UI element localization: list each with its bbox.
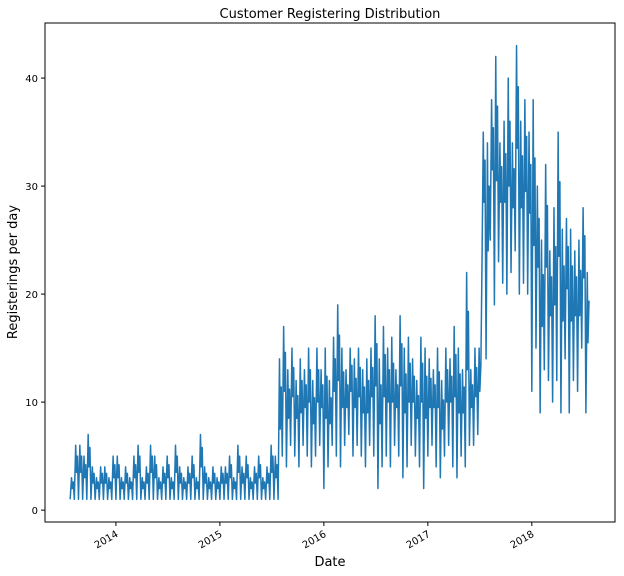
series-line-registerings xyxy=(69,44,590,501)
x-tick-label: 2018 xyxy=(509,529,537,551)
x-axis-label: Date xyxy=(314,555,345,570)
y-tick-label: 0 xyxy=(32,506,38,517)
x-tick-label: 2016 xyxy=(301,529,329,551)
x-tick-label: 2015 xyxy=(197,529,225,551)
y-tick-label: 40 xyxy=(25,74,38,85)
x-axis: 2014 2015 2016 2017 2018 xyxy=(93,522,536,551)
y-tick-label: 20 xyxy=(25,290,38,301)
chart-title: Customer Registering Distribution xyxy=(220,7,441,22)
y-axis: 0 10 20 30 40 xyxy=(25,74,45,517)
axes-frame xyxy=(44,22,616,523)
y-tick-label: 30 xyxy=(25,182,38,193)
y-axis-label: Registerings per day xyxy=(6,205,21,339)
y-tick-label: 10 xyxy=(25,398,38,409)
x-tick-label: 2014 xyxy=(93,529,121,551)
plot-area xyxy=(69,44,590,501)
x-tick-label: 2017 xyxy=(405,529,433,551)
